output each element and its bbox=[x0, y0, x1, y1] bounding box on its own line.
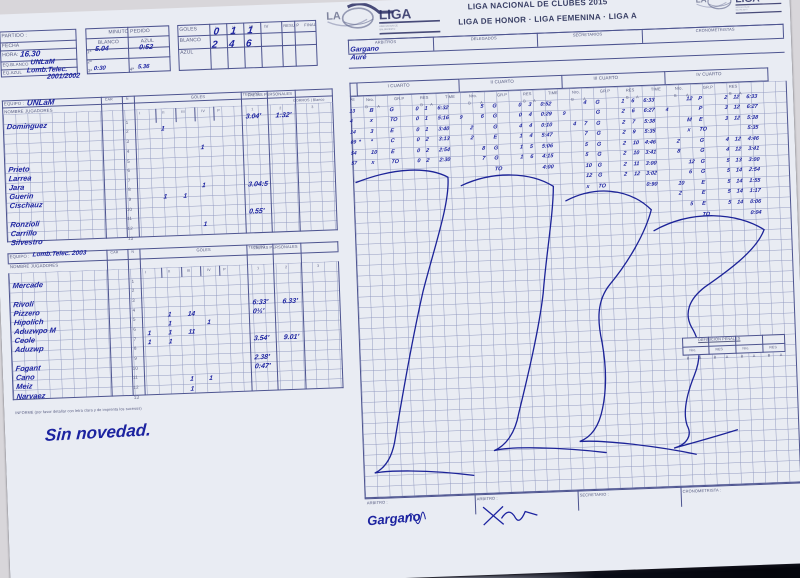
svg-text:BALONCESTO: BALONCESTO bbox=[379, 28, 395, 32]
svg-text:LA: LA bbox=[326, 10, 341, 23]
svg-text:ASOCIACION DE: ASOCIACION DE bbox=[379, 24, 398, 28]
svg-text:Gargano: Gargano bbox=[367, 509, 422, 529]
svg-text:LIGA: LIGA bbox=[379, 6, 412, 22]
svg-text:ASOCIACION DE: ASOCIACION DE bbox=[736, 6, 751, 10]
